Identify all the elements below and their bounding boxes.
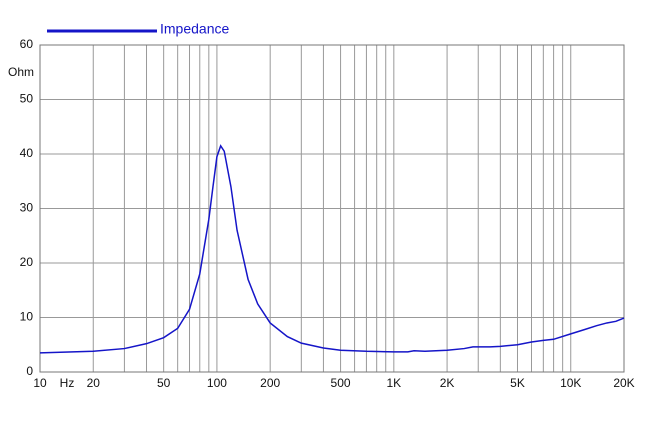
x-tick-label: 2K xyxy=(440,376,455,390)
x-tick-label: 500 xyxy=(331,376,351,390)
plot-frame xyxy=(39,44,625,373)
x-tick-label: 100 xyxy=(207,376,227,390)
y-tick-label: 0 xyxy=(26,364,33,378)
x-tick-label: 20K xyxy=(613,376,634,390)
x-tick-label: 5K xyxy=(510,376,525,390)
y-tick-label: 10 xyxy=(20,310,34,324)
x-tick-label: 20 xyxy=(87,376,101,390)
impedance-line xyxy=(39,144,625,354)
y-tick-label: 60 xyxy=(20,37,34,51)
x-tick-label: 1K xyxy=(386,376,401,390)
x-tick-label: 200 xyxy=(260,376,280,390)
x-tick-label: 10 xyxy=(33,376,47,390)
y-tick-label: 20 xyxy=(20,255,34,269)
y-tick-label: 30 xyxy=(20,201,34,215)
legend-label: Impedance xyxy=(160,21,229,37)
x-unit: Hz xyxy=(60,376,75,390)
x-tick-label: 50 xyxy=(157,376,171,390)
x-tick-label: 10K xyxy=(560,376,581,390)
y-tick-label: 50 xyxy=(20,92,34,106)
y-tick-label: 40 xyxy=(20,146,34,160)
y-unit: Ohm xyxy=(8,65,34,79)
